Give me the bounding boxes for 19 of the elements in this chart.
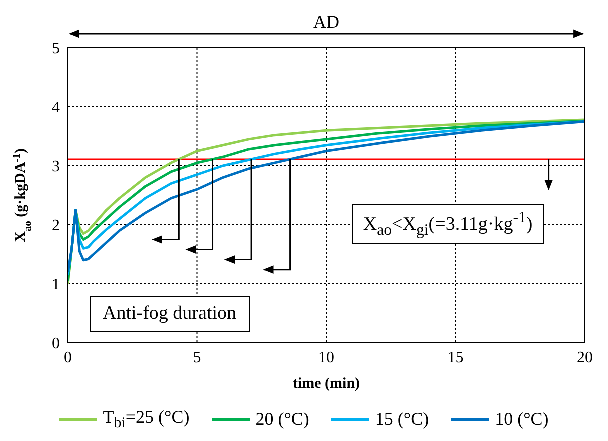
- annotation: Anti-fog duration: [103, 303, 237, 324]
- y-tick-label: 2: [52, 218, 60, 235]
- y-tick-label: 4: [52, 100, 60, 117]
- x-tick-label: 15: [448, 349, 464, 366]
- x-tick-label: 5: [193, 349, 202, 366]
- y-tick-label: 3: [52, 158, 60, 176]
- x-tick-label: 10: [318, 349, 334, 366]
- annotation: X$_{ao}$<X$_{gi}$(=3.11g·kg$^{-1}$): [363, 209, 533, 238]
- x-tick-label: 0: [64, 349, 72, 366]
- y-tick-label: 0: [52, 336, 60, 353]
- text: AD: [314, 12, 340, 32]
- legend-label: 15 (°C): [375, 409, 430, 430]
- x-axis-title: time (min): [292, 376, 360, 392]
- legend-label: 10 (°C): [495, 409, 549, 430]
- legend-label: 20 (°C): [256, 409, 310, 430]
- x-tick-label: 20: [577, 349, 593, 366]
- legend-label: T$_{bi}$=25 (°C): [103, 407, 190, 433]
- y-tick-label: 1: [52, 276, 60, 294]
- y-tick-label: 5: [52, 40, 60, 58]
